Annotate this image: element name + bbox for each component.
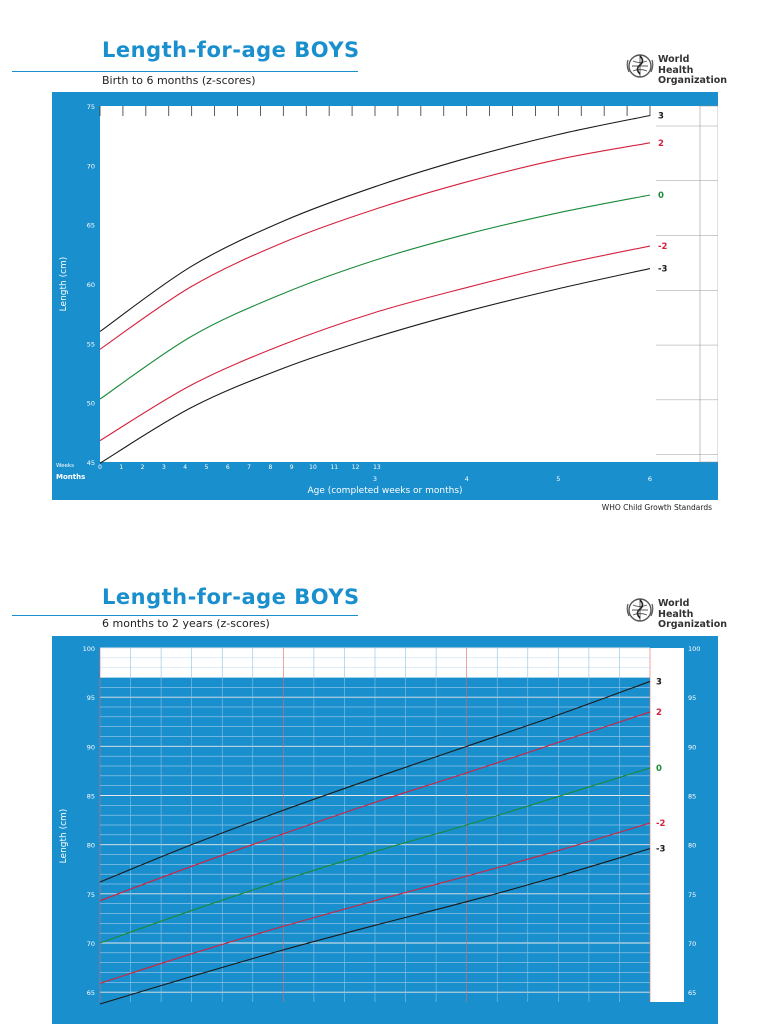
series-line: [99, 114, 651, 332]
y-axis-label: Length (cm): [59, 257, 69, 312]
who-line1: World Health: [658, 54, 694, 76]
series-line: [99, 268, 651, 464]
who-line1: World Health: [658, 598, 694, 620]
series-label: 0: [658, 191, 664, 201]
chart1-subtitle: Birth to 6 months (z-scores): [102, 74, 256, 87]
months-label: Months: [56, 473, 85, 481]
week-tick-label: 10: [309, 464, 317, 471]
right-ruler: [672, 648, 684, 1002]
series-line: [99, 142, 651, 350]
y-tick-label: 65: [87, 222, 95, 230]
y-tick-label-right: 80: [688, 842, 696, 850]
series-line: [99, 767, 651, 944]
x-axis-label: Age (completed weeks or months): [307, 486, 462, 496]
chart2-panel: 65 65 70 70 75 75 80 80 85 85 90 90 95 95 100 100 Length…: [52, 636, 718, 1024]
series-line: [99, 245, 651, 442]
weeks-label: Weeks: [56, 463, 74, 469]
who-logo-2: World Health Organization: [625, 596, 727, 630]
y-tick-label: 75: [87, 103, 95, 111]
chart2-svg: 65 65 70 70 75 75 80 80 85 85 90 90 95 95 100 100 Length…: [59, 645, 700, 1005]
series-label: -3: [658, 265, 668, 275]
week-tick-label: 13: [373, 464, 381, 471]
chart1-panel: 45 50 55 60 65 70 75 Length (cm) 3 2 0 -2 -3 Weeks Mon…: [52, 92, 719, 500]
chart2-title: Length-for-age BOYS: [102, 585, 360, 609]
who-emblem-icon: [626, 598, 654, 622]
week-tick-label: 6: [226, 464, 230, 471]
y-tick-label: 85: [87, 793, 95, 801]
week-tick-label: 3: [162, 464, 166, 471]
y-tick-label: 90: [87, 743, 95, 751]
week-tick-label: 0: [98, 464, 102, 471]
series-line: [99, 848, 651, 1005]
week-tick-label: 11: [330, 464, 338, 471]
series-label: -3: [656, 845, 666, 855]
y-tick-label: 100: [83, 645, 95, 653]
series-line: [99, 194, 651, 400]
y-tick-label-right: 85: [688, 793, 696, 801]
week-tick-label: 5: [205, 464, 209, 471]
y-tick-label-right: 100: [688, 645, 700, 653]
chart2-subtitle: 6 months to 2 years (z-scores): [102, 617, 270, 630]
y-tick-label: 95: [87, 694, 95, 702]
week-tick-label: 7: [247, 464, 251, 471]
series-line: [99, 680, 651, 883]
y-tick-label: 45: [87, 459, 95, 467]
month-tick-label: 6: [648, 475, 652, 483]
label-column: [650, 648, 672, 1002]
y-tick-label: 65: [87, 989, 95, 997]
series-label: -2: [658, 242, 668, 252]
series-label: -2: [656, 819, 666, 829]
week-tick-label: 12: [352, 464, 360, 471]
series-label: 3: [658, 111, 664, 121]
y-tick-label-right: 90: [688, 743, 696, 751]
week-tick-label: 9: [290, 464, 294, 471]
month-tick-label: 3: [373, 475, 377, 483]
y-axis-label: Length (cm): [59, 809, 69, 864]
who-logo-1: World Health Organization: [625, 52, 727, 86]
week-tick-label: 2: [141, 464, 145, 471]
who-line2: Organization: [658, 619, 728, 630]
chart1-credit: WHO Child Growth Standards: [601, 503, 712, 512]
plot-area: [100, 106, 650, 462]
who-line2: Organization: [658, 75, 728, 86]
month-tick-label: 5: [556, 475, 560, 483]
who-emblem-icon: [626, 54, 654, 78]
y-tick-label-right: 75: [688, 891, 696, 899]
series-label: 0: [656, 764, 662, 774]
label-column: [650, 106, 700, 462]
right-ruler: [699, 105, 719, 463]
y-tick-label: 70: [87, 162, 95, 170]
y-tick-label: 55: [87, 340, 95, 348]
y-tick-label: 70: [87, 940, 95, 948]
series-line: [99, 711, 651, 902]
series-label: 2: [658, 139, 664, 149]
chart2-title-rule: [12, 615, 358, 616]
y-tick-label-right: 95: [688, 694, 696, 702]
series-label: 2: [656, 708, 662, 718]
month-tick-label: 4: [465, 475, 469, 483]
week-tick-label: 1: [119, 464, 123, 471]
chart1-title: Length-for-age BOYS: [102, 38, 360, 62]
y-tick-label: 75: [87, 891, 95, 899]
week-tick-label: 4: [183, 464, 187, 471]
chart1-title-rule: [12, 71, 358, 72]
y-tick-label: 80: [87, 842, 95, 850]
series-line: [99, 822, 651, 984]
who-wordmark: World Health Organization: [658, 598, 728, 631]
week-tick-label: 8: [268, 464, 272, 471]
y-tick-label: 50: [87, 400, 95, 408]
y-tick-label-right: 70: [688, 940, 696, 948]
who-wordmark: World Health Organization: [658, 54, 728, 87]
y-tick-label: 60: [87, 281, 95, 289]
y-tick-label-right: 65: [688, 989, 696, 997]
series-label: 3: [656, 677, 662, 687]
